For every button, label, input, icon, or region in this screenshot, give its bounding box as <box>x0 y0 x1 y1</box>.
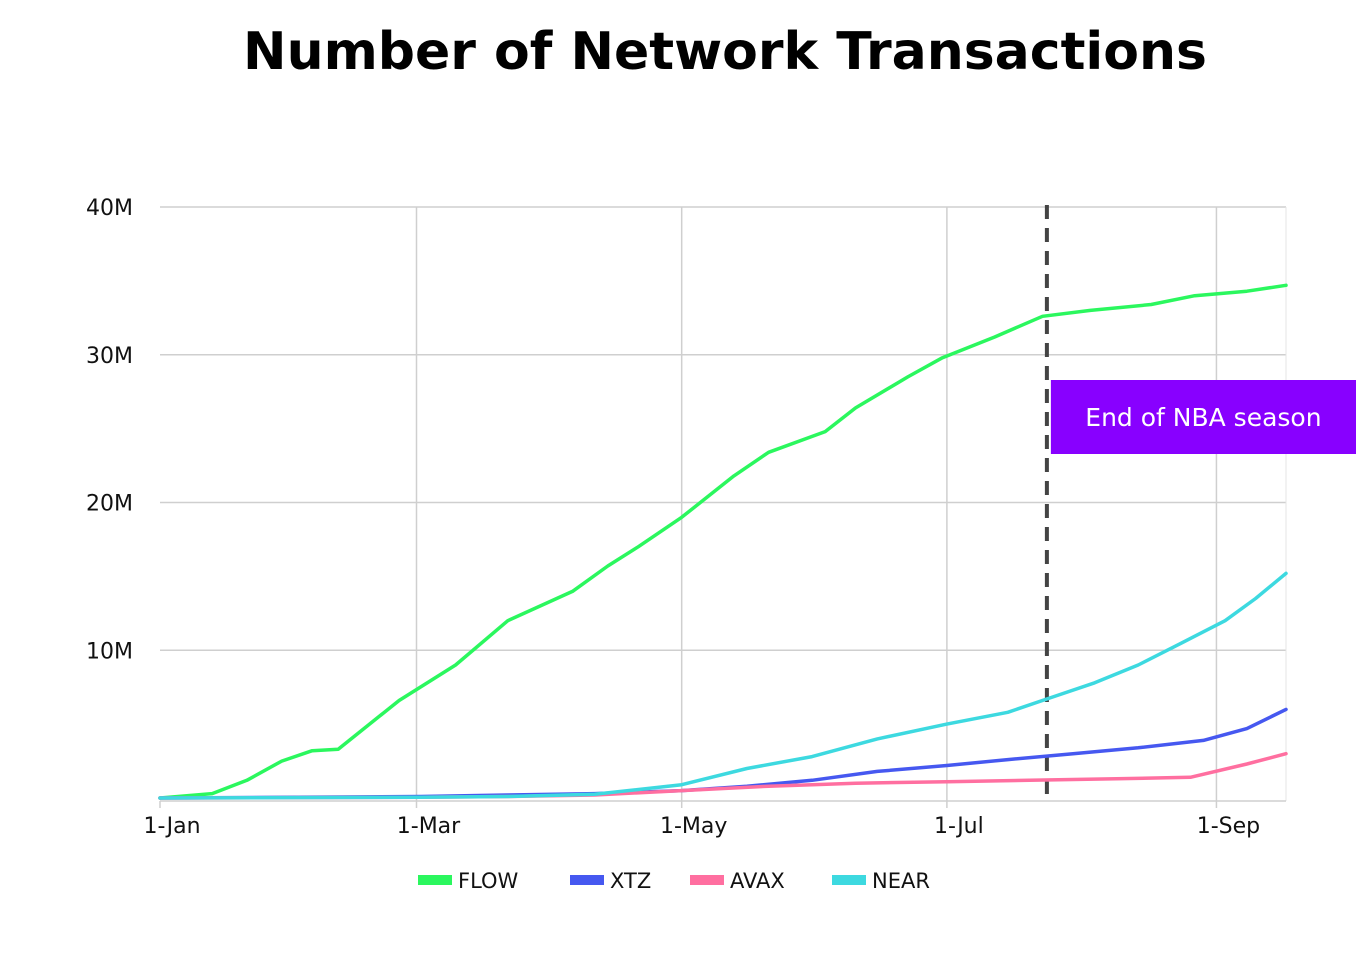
legend-label-flow: FLOW <box>458 869 519 893</box>
y-axis-tick-labels: 10M 20M 30M 40M <box>86 196 133 664</box>
chart-title: Number of Network Transactions <box>243 22 1207 82</box>
annotation-box <box>1050 380 1356 454</box>
y-tick-label: 20M <box>86 492 133 517</box>
legend-swatch-xtz <box>570 875 604 885</box>
x-tick-label: 1-Mar <box>397 814 461 839</box>
series-line-near <box>158 571 1288 800</box>
x-axis-tick-labels: 1-Jan 1-Mar 1-May 1-Jul 1-Sep <box>143 814 1260 839</box>
series-lines <box>158 283 1288 800</box>
legend-label-xtz: XTZ <box>610 869 651 893</box>
legend-swatch-flow <box>418 875 452 885</box>
y-tick-label: 40M <box>86 196 133 221</box>
legend-swatch-near <box>832 875 866 885</box>
legend: FLOW XTZ AVAX NEAR <box>418 869 930 893</box>
annotation-label: End of NBA season <box>1085 403 1321 432</box>
legend-label-avax: AVAX <box>730 869 785 893</box>
x-tick-label: 1-May <box>660 814 727 839</box>
x-tick-label: 1-Jul <box>934 814 984 839</box>
legend-swatch-avax <box>690 875 724 885</box>
y-tick-label: 10M <box>86 639 133 664</box>
x-tick-label: 1-Jan <box>143 814 200 839</box>
y-tick-label: 30M <box>86 344 133 369</box>
x-tick-label: 1-Sep <box>1197 814 1260 839</box>
series-line-flow <box>158 283 1288 800</box>
grid-lines <box>159 206 1287 808</box>
series-line-xtz <box>158 707 1288 800</box>
annotation-box-group: End of NBA season <box>1050 380 1356 454</box>
legend-label-near: NEAR <box>872 869 930 893</box>
